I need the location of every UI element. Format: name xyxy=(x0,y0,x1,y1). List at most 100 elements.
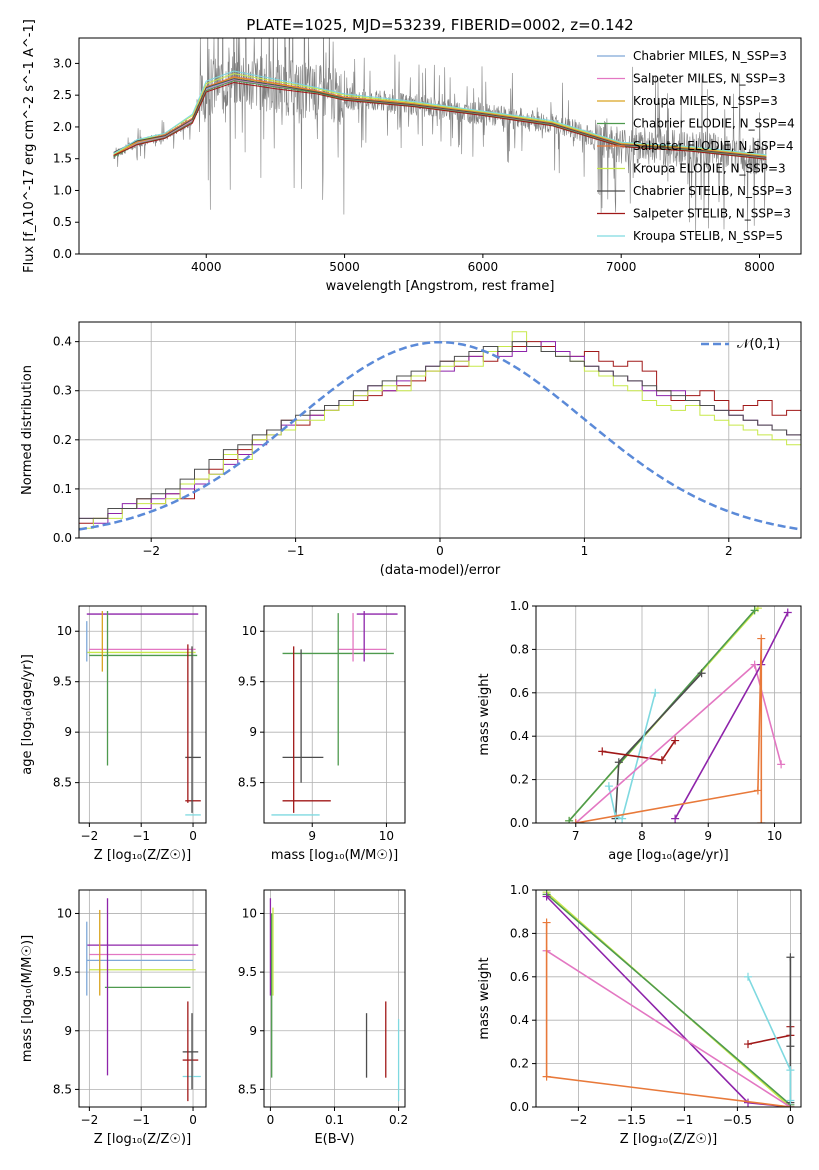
x-axis-label: wavelength [Angstrom, rest frame] xyxy=(326,279,555,294)
y-tick-label: 0.4 xyxy=(510,1013,529,1027)
series-line-3 xyxy=(546,950,791,1107)
y-tick-label: 1.0 xyxy=(53,183,72,197)
x-tick-label: 8 xyxy=(638,829,646,843)
x-tick-label: −1 xyxy=(132,829,150,843)
axes-frame xyxy=(263,605,406,824)
series-point-marker xyxy=(542,918,551,927)
x-axis-label: Z [log₁₀(Z/Z☉)] xyxy=(620,1132,717,1147)
x-axis-label: (data-model)/error xyxy=(380,563,501,578)
y-tick-label: 0.8 xyxy=(510,642,529,656)
series-line-6 xyxy=(113,78,767,158)
series-point-marker xyxy=(542,892,551,901)
y-tick-label: 8.5 xyxy=(53,1082,72,1096)
y-tick-label: 0.2 xyxy=(510,773,529,787)
x-tick-label: 2 xyxy=(725,544,733,558)
series-line-5 xyxy=(747,1026,792,1045)
plot-area xyxy=(86,898,201,1102)
series-point-marker xyxy=(697,669,706,678)
series-point-marker xyxy=(542,1072,551,1081)
series-point-marker xyxy=(750,606,759,615)
y-tick-label: 2.0 xyxy=(53,120,72,134)
series-point-marker xyxy=(786,1066,795,1075)
legend-label-0: Chabrier MILES, N_SSP=3 xyxy=(633,49,787,63)
series-point-marker xyxy=(744,1040,752,1049)
series-line-1 xyxy=(546,893,791,1106)
x-tick-label: 8000 xyxy=(744,260,775,274)
x-tick-label: 0 xyxy=(189,829,197,843)
y-tick-label: 0.2 xyxy=(53,433,72,447)
legend-label-7: Salpeter STELIB, N_SSP=3 xyxy=(633,207,791,221)
y-tick-label: 2.5 xyxy=(53,88,72,102)
x-tick-label: 0.1 xyxy=(325,1113,344,1127)
y-tick-label: 9 xyxy=(249,1024,257,1038)
y-tick-label: 9 xyxy=(64,725,72,739)
panel-age-vs-Z: −2 −1 0 8.5 9 9.5 10 Z [log₁₀(Z/Z☉)] age [log₁₀(… xyxy=(20,605,207,863)
series-point-marker xyxy=(757,634,766,643)
series-line-3 xyxy=(608,692,656,820)
y-tick-label: 0.0 xyxy=(53,247,72,261)
series-point-marker xyxy=(598,747,607,756)
x-tick-label: 5000 xyxy=(329,260,360,274)
y-tick-label: 9.5 xyxy=(238,965,257,979)
series-point-marker xyxy=(783,608,792,617)
y-tick-label: 9.5 xyxy=(53,675,72,689)
y-axis-label: mass [log₁₀(M/M☉)] xyxy=(20,935,35,1062)
x-tick-label: 7000 xyxy=(606,260,637,274)
legend-label-8: Kroupa STELIB, N_SSP=5 xyxy=(633,229,783,243)
plot-area xyxy=(86,611,201,816)
y-tick-label: 0.4 xyxy=(53,335,72,349)
series-point-marker xyxy=(571,819,580,823)
y-tick-label: 0.0 xyxy=(510,816,529,830)
series-point-marker xyxy=(786,953,795,962)
x-axis-label: age [log₁₀(age/yr)] xyxy=(608,848,729,863)
y-tick-label: 0.3 xyxy=(53,384,72,398)
y-axis-label: age [log₁₀(age/yr)] xyxy=(20,654,35,775)
x-tick-label: −1.5 xyxy=(617,1113,646,1127)
x-tick-label: −2 xyxy=(570,1113,588,1127)
x-tick-label: −1 xyxy=(132,1113,150,1127)
series-point-marker xyxy=(744,972,752,981)
panel-residuals: 𝒩(0,1) −2 −1 0 1 2 0.0 0.1 0.2 0.3 0.4 (data-model)… xyxy=(20,321,802,578)
y-tick-label: 10 xyxy=(242,624,257,638)
plot-area xyxy=(542,890,795,1107)
axes-frame xyxy=(78,37,802,255)
legend-label-2: Kroupa MILES, N_SSP=3 xyxy=(633,94,778,108)
y-tick-label: 0.6 xyxy=(510,686,529,700)
histogram-series-1 xyxy=(79,341,801,524)
legend-gaussian-label: 𝒩(0,1) xyxy=(737,337,780,352)
axes-frame xyxy=(78,889,207,1108)
legend-label-4: Salpeter ELODIE, N_SSP=4 xyxy=(633,139,794,153)
series-point-marker xyxy=(786,1042,795,1051)
y-tick-label: 1.5 xyxy=(53,152,72,166)
gaussian-curve xyxy=(79,340,801,531)
legend-label-5: Kroupa ELODIE, N_SSP=3 xyxy=(633,162,786,176)
x-tick-label: 4000 xyxy=(191,260,222,274)
y-tick-label: 3.0 xyxy=(53,56,72,70)
y-tick-label: 9 xyxy=(249,725,257,739)
y-tick-label: 10 xyxy=(57,906,72,920)
y-tick-label: 8.5 xyxy=(53,776,72,790)
x-tick-label: 0.2 xyxy=(389,1113,408,1127)
legend-label-3: Chabrier ELODIE, N_SSP=4 xyxy=(633,117,795,131)
x-tick-label: 9 xyxy=(704,829,712,843)
legend-label-6: Chabrier STELIB, N_SSP=3 xyxy=(633,184,792,198)
y-axis-label: mass weight xyxy=(477,957,492,1039)
series-line-7 xyxy=(113,81,767,160)
y-tick-label: 9 xyxy=(64,1024,72,1038)
series-line-7 xyxy=(575,638,763,823)
panel-age-vs-mass: 9 10 8.5 9 9.5 10 mass [log₁₀(M/M☉)] xyxy=(238,605,406,863)
panel-massweight-vs-age: 7 8 9 10 0.0 0.2 0.4 0.6 0.8 1.0 age [log₁₀(age/yr… xyxy=(477,599,802,863)
histogram-series-3 xyxy=(79,341,801,519)
series-point-marker xyxy=(604,782,613,791)
axes-frame xyxy=(535,605,802,824)
plot-area xyxy=(113,38,767,233)
x-tick-label: 10 xyxy=(767,829,782,843)
series-line-4 xyxy=(113,76,767,157)
x-tick-label: −2 xyxy=(81,829,99,843)
x-axis-label: Z [log₁₀(Z/Z☉)] xyxy=(94,848,191,863)
series-point-marker xyxy=(786,1096,795,1105)
x-tick-label: 0 xyxy=(436,544,444,558)
series-point-marker xyxy=(657,756,666,765)
x-tick-label: 6000 xyxy=(468,260,499,274)
